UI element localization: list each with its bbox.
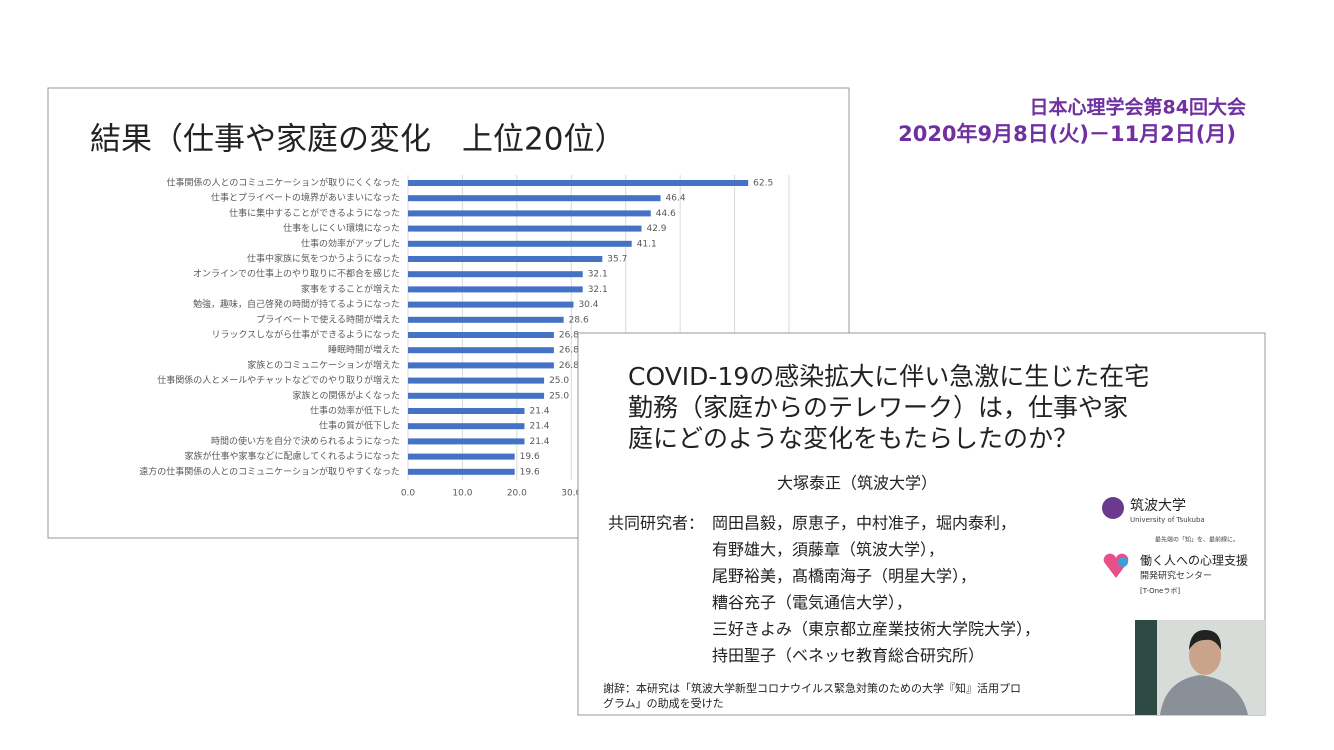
conference-name: 日本心理学会第84回大会 (1030, 96, 1246, 119)
bar (408, 180, 749, 186)
value-label: 41.1 (637, 239, 657, 249)
value-label: 21.4 (529, 437, 549, 447)
bar (408, 468, 515, 475)
value-label: 26.8 (559, 346, 579, 356)
y-tick-label: 家族との関係がよくなった (293, 389, 400, 401)
bar (408, 195, 661, 202)
chart-title: 結果（仕事や家庭の変化 上位20位） (90, 122, 625, 158)
value-label: 21.4 (529, 422, 549, 432)
bar (408, 362, 554, 369)
coauthor-line: 岡田昌毅，原恵子，中村准子，堀内泰利， (712, 514, 1016, 533)
value-label: 28.6 (569, 315, 589, 325)
value-label: 46.4 (666, 194, 686, 204)
y-tick-label: 仕事関係の人とのコミュニケーションが取りにくくなった (166, 177, 400, 189)
bar (408, 438, 525, 445)
coauthor-line: 三好きよみ（東京都立産業技術大学院大学）， (712, 620, 1040, 639)
y-tick-label: オンラインでの仕事上のやり取りに不都合を感じた (193, 268, 400, 280)
bar (408, 377, 545, 384)
coauthors-label: 共同研究者： (608, 514, 704, 533)
logo2-dot (1118, 557, 1128, 567)
y-tick-label: 遠方の仕事関係の人とのコミュニケーションが取りやすくなった (139, 465, 400, 477)
value-label: 32.1 (588, 270, 608, 280)
bar (408, 286, 583, 293)
y-tick-label: 家族が仕事や家事などに配慮してくれるようになった (185, 450, 400, 462)
acknowledgement: 謝辞：本研究は「筑波大学新型コロナウイルス緊急対策のための大学『知』活用プロ (603, 681, 1021, 695)
webcam-person-body (1160, 675, 1248, 715)
bar (408, 392, 545, 399)
logo1-tagline: 最先端の「知」を、最前線に。 (1155, 536, 1239, 544)
author: 大塚泰正（筑波大学） (777, 474, 937, 493)
value-label: 30.4 (578, 300, 598, 310)
y-tick-label: 勉強，趣味，自己啓発の時間が持てるようになった (193, 298, 400, 310)
slide-title-line: COVID-19の感染拡大に伴い急激に生じた在宅 (628, 362, 1149, 391)
y-tick-label: 睡眠時間が増えた (328, 344, 400, 356)
y-tick-label: 仕事中家族に気をつかうようになった (247, 253, 400, 265)
bar (408, 423, 525, 430)
value-label: 25.0 (549, 391, 569, 401)
slide-title-line: 庭にどのような変化をもたらしたのか？ (628, 424, 1078, 453)
y-tick-label: 仕事に集中することができるようになった (229, 207, 400, 219)
value-label: 26.8 (559, 331, 579, 341)
slide-title: COVID-19の感染拡大に伴い急激に生じた在宅勤務（家庭からのテレワーク）は，… (577, 332, 1266, 716)
y-tick-label: プライベートで使える時間が増えた (256, 313, 400, 325)
bar (408, 225, 642, 232)
x-tick-label: 10.0 (452, 489, 472, 499)
webcam-person-head (1189, 635, 1221, 675)
bar (408, 271, 583, 278)
coauthor-line: 有野雄大，須藤章（筑波大学）， (712, 540, 944, 559)
y-tick-label: 仕事とプライベートの境界があいまいになった (211, 192, 400, 204)
acknowledgement: グラム」の助成を受けた (603, 696, 724, 710)
x-tick-label: 30.0 (561, 489, 581, 499)
coauthor-line: 尾野裕美，髙橋南海子（明星大学）， (712, 567, 976, 586)
bar (408, 316, 564, 323)
logo2-sub: 開発研究センター (1140, 570, 1212, 582)
value-label: 44.6 (656, 209, 676, 219)
bar (408, 240, 632, 247)
y-tick-label: 仕事の効率が低下した (310, 405, 400, 417)
logo-emblem (1102, 497, 1124, 519)
bar (408, 408, 525, 414)
value-label: 62.5 (753, 179, 773, 189)
value-label: 32.1 (588, 285, 608, 295)
x-tick-label: 20.0 (507, 489, 527, 499)
bar (408, 301, 574, 308)
y-tick-label: 時間の使い方を自分で決められるようになった (211, 435, 400, 447)
y-tick-label: 仕事の効率がアップした (301, 237, 400, 249)
bar (408, 347, 554, 354)
bar (408, 256, 603, 262)
logo1-sub: University of Tsukuba (1130, 516, 1205, 524)
webcam-wall (1135, 620, 1157, 715)
logo2-name: 働く人への心理支援 (1140, 554, 1248, 568)
y-tick-label: リラックスしながら仕事ができるようになった (211, 329, 400, 341)
y-tick-label: 仕事関係の人とメールやチャットなどでのやり取りが増えた (157, 374, 400, 386)
y-tick-label: 仕事の質が低下した (319, 420, 400, 432)
value-label: 21.4 (529, 407, 549, 417)
conference-dates: 2020年9月8日(火)－11月2日(月) (898, 122, 1236, 146)
logo1-name: 筑波大学 (1130, 498, 1186, 514)
y-tick-label: 家族とのコミュニケーションが増えた (247, 359, 400, 371)
value-label: 42.9 (646, 224, 666, 234)
value-label: 25.0 (549, 376, 569, 386)
logo2-tag: [T-Oneラボ] (1140, 587, 1180, 595)
webcam-person-hair (1189, 630, 1222, 650)
x-tick-label: 0.0 (401, 489, 416, 499)
coauthor-line: 持田聖子（ベネッセ教育総合研究所） (712, 646, 984, 665)
bar (408, 332, 554, 338)
y-tick-label: 家事をすることが増えた (301, 283, 400, 295)
value-label: 35.7 (607, 255, 627, 265)
bar (408, 453, 515, 460)
value-label: 26.8 (559, 361, 579, 371)
value-label: 19.6 (520, 452, 540, 462)
value-label: 19.6 (520, 467, 540, 477)
coauthor-line: 糟谷充子（電気通信大学）， (712, 593, 912, 612)
bar (408, 210, 651, 217)
y-tick-label: 仕事をしにくい環境になった (283, 222, 400, 234)
slide-title-line: 勤務（家庭からのテレワーク）は，仕事や家 (628, 393, 1128, 422)
